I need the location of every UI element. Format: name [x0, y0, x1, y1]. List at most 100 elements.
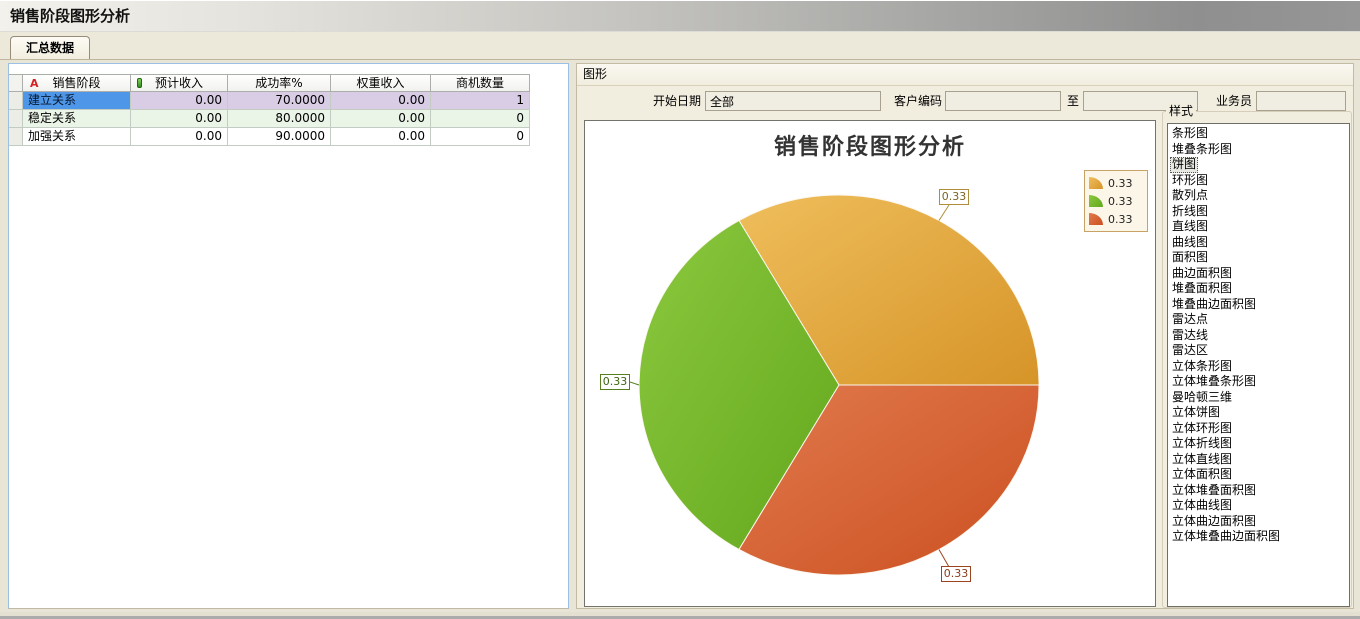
style-list-item[interactable]: 立体曲线图 [1172, 498, 1233, 512]
legend-entry: 0.33 [1089, 210, 1143, 228]
style-list-item[interactable]: 曲边面积图 [1172, 265, 1233, 280]
cell-expected[interactable]: 0.00 [131, 128, 228, 146]
window-titlebar: 销售阶段图形分析 [0, 0, 1360, 32]
style-list-item[interactable]: 立体堆叠面积图 [1172, 482, 1257, 497]
legend-swatch-orange-icon [1089, 177, 1103, 189]
cell-rate[interactable]: 90.0000 [228, 128, 331, 146]
leader-line-red [938, 549, 950, 568]
table-header-row: A 销售阶段 预计收入 成功率% 权重收入 商机数量 [9, 75, 530, 92]
style-groupbox [1162, 111, 1352, 608]
style-list-item[interactable]: 雷达线 [1172, 327, 1209, 342]
cell-stage[interactable]: 建立关系 [23, 92, 131, 110]
style-list-item[interactable]: 立体曲边面积图 [1172, 513, 1257, 528]
pie-value-label-red: 0.33 [941, 566, 971, 582]
to-label: 至 [1066, 94, 1079, 108]
row-indicator [9, 110, 23, 128]
style-list-item[interactable]: 立体饼图 [1172, 405, 1221, 419]
graph-panel-title: 图形 [577, 64, 1353, 86]
cell-weighted[interactable]: 0.00 [331, 110, 431, 128]
cell-weighted[interactable]: 0.00 [331, 128, 431, 146]
style-list-item[interactable]: 堆叠条形图 [1172, 141, 1233, 156]
pie-chart-svg [629, 194, 1040, 576]
start-date-label: 开始日期 [652, 94, 701, 108]
style-list-item[interactable]: 散列点 [1172, 188, 1209, 202]
window-title: 销售阶段图形分析 [10, 7, 131, 25]
cell-count[interactable]: 1 [431, 92, 530, 110]
style-list-item[interactable]: 曲线图 [1172, 234, 1209, 249]
cell-rate[interactable]: 70.0000 [228, 92, 331, 110]
green-pill-icon [137, 78, 142, 88]
chart-style-listbox: 条形图 堆叠条形图 饼图 环形图 散列点 折线图 直线图 曲线图 面积图 曲边面积图 堆叠面积图 堆叠… [1167, 123, 1350, 607]
style-list-item[interactable]: 雷达点 [1172, 312, 1209, 326]
row-indicator [9, 128, 23, 146]
legend-value: 0.33 [1108, 194, 1133, 208]
pie-chart-area: 销售阶段图形分析 0.33 0.33 0.33 0.33 0.33 0.33 [584, 120, 1156, 607]
start-date-input[interactable] [705, 91, 881, 111]
style-list-item[interactable]: 折线图 [1172, 203, 1209, 218]
column-header-rate-label: 成功率% [255, 76, 303, 90]
window-bottom-edge [0, 612, 1360, 619]
cell-expected[interactable]: 0.00 [131, 110, 228, 128]
column-header-stage[interactable]: A 销售阶段 [23, 75, 131, 92]
style-list-item[interactable]: 雷达区 [1172, 343, 1209, 357]
style-list-item[interactable]: 堆叠曲边面积图 [1172, 296, 1257, 311]
column-header-expected-label: 预计收入 [154, 76, 203, 90]
salesman-label: 业务员 [1215, 94, 1252, 108]
customer-code-label: 客户编码 [893, 94, 942, 108]
style-list-item[interactable]: 堆叠面积图 [1172, 281, 1233, 295]
row-indicator [9, 92, 23, 110]
style-list-item[interactable]: 直线图 [1172, 219, 1209, 233]
column-header-count[interactable]: 商机数量 [431, 75, 530, 92]
style-list-item[interactable]: 曼哈顿三维 [1172, 389, 1233, 404]
style-list-item[interactable]: 立体环形图 [1172, 420, 1233, 435]
column-header-stage-label: 销售阶段 [52, 76, 101, 90]
tab-summary-data[interactable]: 汇总数据 [10, 36, 91, 59]
style-list-item[interactable]: 立体折线图 [1172, 436, 1233, 450]
graph-panel: 图形 开始日期 客户编码 至 业务员 [576, 63, 1354, 609]
pie-slice-green[interactable] [638, 219, 840, 551]
column-header-rate[interactable]: 成功率% [228, 75, 331, 92]
summary-table: A 销售阶段 预计收入 成功率% 权重收入 商机数量 建立关系 0.00 70.… [9, 74, 530, 146]
cell-stage[interactable]: 加强关系 [23, 128, 131, 146]
legend-swatch-green-icon [1089, 195, 1103, 207]
legend-value: 0.33 [1108, 176, 1133, 190]
chart-legend: 0.33 0.33 0.33 [1084, 170, 1148, 232]
cell-weighted[interactable]: 0.00 [331, 92, 431, 110]
style-list-item[interactable]: 饼图 [1170, 157, 1199, 173]
style-list-item[interactable]: 立体堆叠曲边面积图 [1172, 529, 1281, 543]
table-row[interactable]: 稳定关系 0.00 80.0000 0.00 0 [9, 110, 530, 128]
tab-bar: 汇总数据 [0, 32, 1360, 59]
style-list-item[interactable]: 条形图 [1172, 126, 1209, 140]
table-row[interactable]: 加强关系 0.00 90.0000 0.00 0 [9, 128, 530, 146]
column-header-expected[interactable]: 预计收入 [131, 75, 228, 92]
legend-swatch-red-icon [1089, 213, 1103, 225]
style-list-item[interactable]: 立体条形图 [1172, 358, 1233, 373]
cell-count[interactable]: 0 [431, 110, 530, 128]
salesman-input[interactable] [1256, 91, 1346, 111]
main-content: A 销售阶段 预计收入 成功率% 权重收入 商机数量 建立关系 0.00 70.… [0, 59, 1360, 612]
pie-value-label-orange: 0.33 [939, 189, 969, 205]
column-header-weighted[interactable]: 权重收入 [331, 75, 431, 92]
leader-line-green [629, 381, 640, 386]
cell-rate[interactable]: 80.0000 [228, 110, 331, 128]
pie-slice-orange[interactable] [738, 194, 1040, 386]
table-row[interactable]: 建立关系 0.00 70.0000 0.00 1 [9, 92, 530, 110]
style-list-item[interactable]: 立体面积图 [1172, 467, 1233, 481]
legend-value: 0.33 [1108, 212, 1133, 226]
legend-entry: 0.33 [1089, 192, 1143, 210]
style-list-item[interactable]: 立体堆叠条形图 [1172, 374, 1257, 388]
style-group-title: 样式 [1166, 102, 1197, 119]
cell-expected[interactable]: 0.00 [131, 92, 228, 110]
column-header-count-label: 商机数量 [455, 76, 504, 90]
cell-count[interactable]: 0 [431, 128, 530, 146]
pie-value-label-green: 0.33 [600, 374, 630, 390]
pie-slice-red[interactable] [738, 384, 1040, 576]
row-indicator-header [9, 75, 23, 92]
customer-code-input[interactable] [945, 91, 1061, 111]
cell-stage[interactable]: 稳定关系 [23, 110, 131, 128]
style-list-item[interactable]: 面积图 [1172, 250, 1209, 264]
style-list-item[interactable]: 环形图 [1172, 172, 1209, 187]
style-list-item[interactable]: 立体直线图 [1172, 451, 1233, 466]
sort-indicator-icon: A [30, 77, 39, 90]
legend-entry: 0.33 [1089, 174, 1143, 192]
